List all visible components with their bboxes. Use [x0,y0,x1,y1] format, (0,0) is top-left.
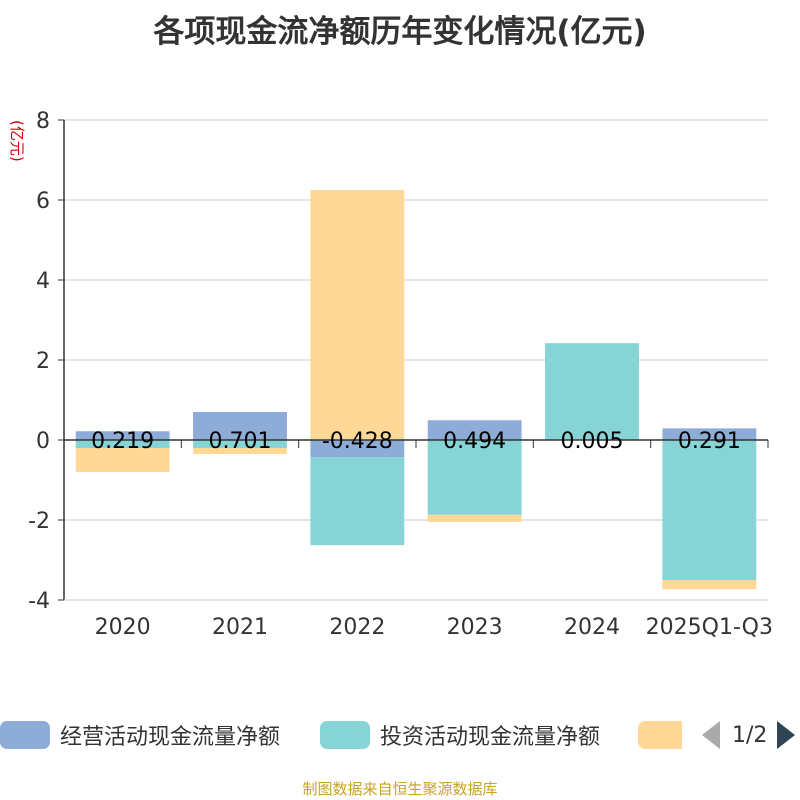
bar-2025Q1-Q3-series-2 [662,580,757,590]
bar-2022-series-2 [310,190,405,440]
bar-2025Q1-Q3-series-0 [662,428,757,440]
x-tick-label: 2023 [447,615,503,640]
legend-swatch [638,721,682,749]
data-label: 0.701 [209,429,272,454]
bar-2020-series-1 [75,440,170,448]
data-labels: 0.219 0.701 -0.428 0.494 0.005 0.291 [91,429,741,454]
y-tick-label: 6 [36,189,50,214]
data-label: 0.291 [678,429,741,454]
bar-2020-series-2 [75,448,170,472]
bar-2021-series-0 [193,411,287,440]
bar-2020-series-0 [75,431,170,440]
legend-item-operating[interactable]: 经营活动现金流量净额 [0,712,280,758]
bar-2025Q1-Q3-series-1 [662,440,757,580]
source-note: 制图数据来自恒生聚源数据库 [302,780,498,798]
data-label: 0.005 [561,429,624,454]
x-tick-label: 2025Q1-Q3 [646,615,773,640]
data-label: 0.219 [91,429,154,454]
y-tick-label: 0 [36,429,50,454]
y-tick-label: -4 [28,589,50,614]
bar-2024-series-1 [545,343,639,440]
data-label: 0.494 [443,429,506,454]
y-axis-label: (亿元) [8,120,26,162]
bar-2021-series-2 [193,448,287,454]
previous-page-icon[interactable] [702,721,720,749]
bar-series-group [75,190,757,590]
bar-2022-series-0 [310,440,405,458]
bar-2023-series-0 [427,420,522,440]
bar-2021-series-1 [193,440,287,448]
next-page-icon[interactable] [777,721,796,749]
legend-label: 投资活动现金流量净额 [380,725,601,750]
x-tick-label: 2024 [564,615,620,640]
data-label: -0.428 [322,429,393,454]
y-tick-label: -2 [28,509,50,534]
x-tick-label: 2020 [95,615,151,640]
legend-item-financing[interactable] [638,712,682,758]
chart-area: 8 6 4 2 0 -2 -4 2020 2021 2022 2023 2024 2025Q1-Q3 0… [8,109,773,640]
legend-item-investing[interactable]: 投资活动现金流量净额 [320,712,600,758]
y-tick-label: 2 [36,349,50,374]
chart-title: 各项现金流净额历年变化情况(亿元) [153,14,647,50]
bar-2023-series-2 [427,514,522,522]
y-tick-label: 8 [36,109,50,134]
legend-swatch [320,721,370,749]
legend-label: 经营活动现金流量净额 [60,725,281,750]
legend-page-indicator: 1/2 [732,722,768,748]
legend-pager: 1/2 [700,712,800,758]
x-tick-label: 2022 [329,615,385,640]
legend: 经营活动现金流量净额 投资活动现金流量净额 1/2 [0,712,800,758]
y-tick-label: 4 [36,269,50,294]
axes: 8 6 4 2 0 -2 -4 2020 2021 2022 2023 2024 2025Q1-Q3 [28,109,773,640]
bar-2023-series-1 [427,440,522,515]
bar-2022-series-1 [310,457,405,546]
legend-swatch [0,721,50,749]
x-tick-label: 2021 [212,615,268,640]
